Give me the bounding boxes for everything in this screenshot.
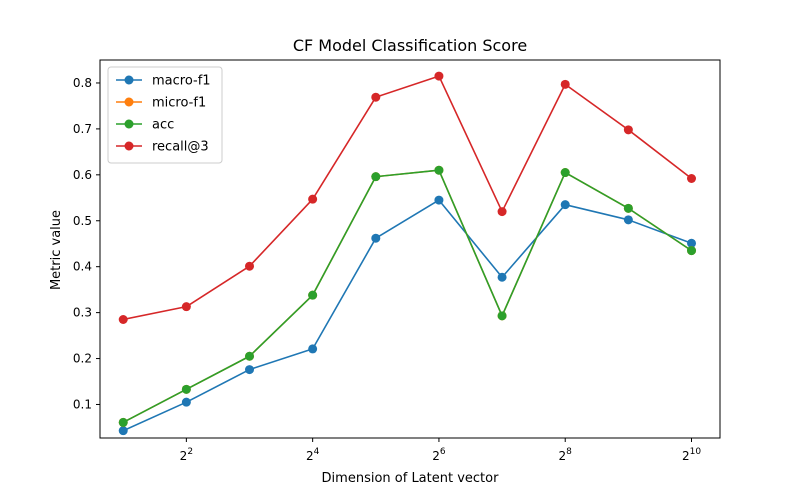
series-line (122, 169, 692, 424)
data-point (687, 173, 697, 183)
x-axis-label: Dimension of Latent vector (322, 471, 500, 486)
series-line (122, 199, 692, 432)
data-point (371, 233, 381, 243)
series-micro-f1 (118, 165, 697, 427)
x-tick-label: 210 (682, 447, 701, 463)
x-tick-label: 24 (306, 447, 320, 463)
legend-marker (124, 75, 134, 85)
y-tick-label: 0.5 (73, 214, 92, 228)
y-tick-label: 0.3 (73, 306, 92, 320)
data-point (560, 168, 570, 178)
legend-item: acc (116, 118, 174, 133)
data-point (181, 397, 191, 407)
y-axis: 0.1 0.2 0.3 0.4 0.5 0.6 0.7 0.8 (73, 76, 100, 411)
legend-marker (124, 119, 134, 129)
series-line (122, 169, 692, 424)
y-tick-label: 0.4 (73, 260, 92, 274)
data-point (623, 203, 633, 213)
y-tick-label: 0.6 (73, 168, 92, 182)
data-point (687, 246, 697, 256)
data-point (623, 215, 633, 225)
y-axis-label: Metric value (49, 210, 64, 290)
data-point (118, 315, 128, 325)
data-point (118, 417, 128, 427)
data-point (308, 290, 318, 300)
legend-marker (124, 97, 134, 107)
data-point (434, 195, 444, 205)
x-axis: 22 24 26 28 210 (180, 438, 701, 463)
series-macro-f1 (118, 195, 697, 436)
data-point (497, 311, 507, 321)
data-point (371, 172, 381, 182)
axes-frame (99, 59, 721, 439)
legend-item: recall@3 (116, 140, 209, 155)
y-tick-label: 0.2 (73, 352, 92, 366)
data-point (245, 365, 255, 375)
legend-label: acc (152, 118, 174, 133)
legend-marker (124, 141, 134, 151)
x-tick-label: 26 (432, 447, 446, 463)
data-point (308, 194, 318, 204)
data-point (434, 71, 444, 81)
data-point (181, 302, 191, 312)
data-point (245, 351, 255, 361)
y-tick-label: 0.1 (73, 397, 92, 411)
series-acc (118, 165, 697, 427)
y-tick-label: 0.7 (73, 122, 92, 136)
x-tick-label: 28 (559, 447, 573, 463)
data-point (497, 207, 507, 217)
data-point (308, 344, 318, 354)
data-point (118, 426, 128, 436)
data-point (687, 238, 697, 248)
legend-label: recall@3 (152, 140, 209, 155)
data-point (560, 200, 570, 210)
legend-label: macro-f1 (152, 74, 211, 89)
series-recall@3 (118, 71, 697, 325)
legend: macro-f1 micro-f1 acc recall@3 (107, 66, 223, 164)
data-point (434, 165, 444, 175)
data-point (560, 79, 570, 89)
legend-item: macro-f1 (116, 74, 211, 89)
x-tick-label: 22 (180, 447, 193, 463)
plot-area (118, 71, 697, 436)
y-tick-label: 0.8 (73, 76, 92, 90)
data-point (497, 272, 507, 282)
legend-label: micro-f1 (152, 96, 206, 111)
data-point (623, 125, 633, 135)
data-point (181, 384, 191, 394)
data-point (245, 261, 255, 271)
legend-box (107, 66, 223, 164)
data-point (371, 92, 381, 102)
legend-item: micro-f1 (116, 96, 206, 111)
chart-title: CF Model Classification Score (293, 36, 527, 55)
series-line (123, 75, 692, 321)
